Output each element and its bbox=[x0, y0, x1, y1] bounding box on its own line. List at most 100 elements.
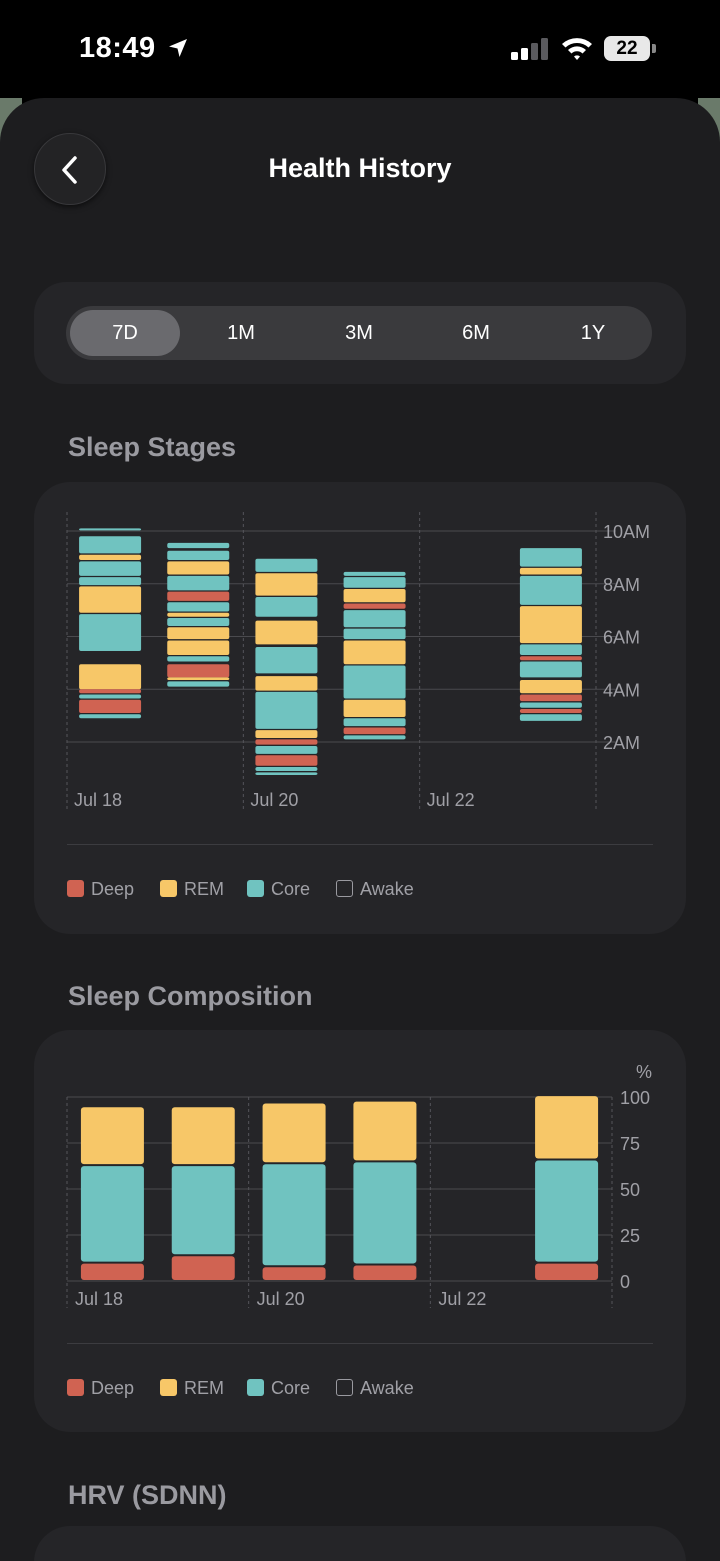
y-tick-label: 4AM bbox=[603, 680, 640, 700]
sleep-segment-core bbox=[255, 745, 318, 754]
sleep-composition-title: Sleep Composition bbox=[68, 981, 313, 1011]
sleep-segment-rem bbox=[519, 567, 582, 575]
sleep-segment-core bbox=[519, 661, 582, 678]
composition-segment-rem bbox=[535, 1096, 599, 1159]
sleep-segment-rem bbox=[343, 699, 406, 717]
sleep-segment-deep bbox=[519, 656, 582, 661]
sleep-segment-core bbox=[79, 714, 142, 719]
battery-icon: 22 bbox=[604, 36, 656, 61]
sleep-segment-core bbox=[343, 571, 406, 576]
sleep-segment-rem bbox=[79, 586, 142, 613]
sleep-segment-deep bbox=[167, 591, 230, 601]
composition-segment-deep bbox=[535, 1263, 599, 1280]
sleep-segment-core bbox=[255, 596, 318, 617]
x-tick-label: Jul 22 bbox=[438, 1289, 486, 1309]
sleep-segment-rem bbox=[343, 589, 406, 603]
composition-segment-core bbox=[353, 1162, 417, 1264]
sleep-segment-rem bbox=[167, 627, 230, 640]
sleep-segment-core bbox=[167, 656, 230, 662]
range-selector-card: 7D 1M 3M 6M 1Y bbox=[34, 282, 686, 384]
sleep-segment-core bbox=[519, 702, 582, 708]
sleep-segment-core bbox=[343, 628, 406, 640]
sleep-segment-core bbox=[343, 610, 406, 628]
sleep-segment-rem bbox=[519, 680, 582, 694]
composition-segment-rem bbox=[262, 1103, 326, 1163]
range-selector: 7D 1M 3M 6M 1Y bbox=[66, 306, 652, 360]
status-bar: 18:49 22 bbox=[0, 0, 720, 98]
sleep-segment-core bbox=[255, 558, 318, 572]
y-tick-label: 8AM bbox=[603, 575, 640, 595]
tab-1y[interactable]: 1Y bbox=[580, 322, 606, 344]
y-tick-label: 25 bbox=[620, 1226, 640, 1246]
tab-6m[interactable]: 6M bbox=[462, 322, 490, 344]
sleep-segment-deep bbox=[167, 664, 230, 678]
sleep-composition-chart[interactable]: 100 75 50 25 0% Jul 18 Jul 20 Jul 22 bbox=[34, 1030, 686, 1342]
composition-segment-deep bbox=[353, 1265, 417, 1280]
sleep-segment-core bbox=[79, 694, 142, 699]
y-axis-unit: % bbox=[636, 1062, 652, 1082]
y-tick-label: 50 bbox=[620, 1180, 640, 1200]
composition-segment-core bbox=[171, 1166, 235, 1255]
sleep-segment-core bbox=[79, 614, 142, 652]
sleep-segment-core bbox=[167, 602, 230, 612]
sleep-stages-plot: 10AM 8AM 6AM 4AM 2AM Jul 18 Jul 20 Jul 22 bbox=[66, 512, 650, 812]
y-tick-label: 0 bbox=[620, 1272, 630, 1292]
composition-segment-core bbox=[535, 1160, 599, 1262]
composition-segment-deep bbox=[171, 1256, 235, 1280]
tab-1m[interactable]: 1M bbox=[227, 322, 255, 344]
sleep-segment-core bbox=[255, 647, 318, 674]
x-tick-label: Jul 20 bbox=[250, 790, 298, 810]
x-tick-label: Jul 20 bbox=[257, 1289, 305, 1309]
sleep-segment-deep bbox=[79, 699, 142, 713]
sleep-segment-core bbox=[255, 772, 318, 775]
sleep-segment-core bbox=[519, 548, 582, 567]
sleep-segment-rem bbox=[519, 606, 582, 644]
tab-3m[interactable]: 3M bbox=[345, 322, 373, 344]
sleep-segment-core bbox=[519, 575, 582, 605]
sleep-segment-core bbox=[79, 536, 142, 554]
sleep-segment-rem bbox=[167, 561, 230, 575]
sleep-segment-core bbox=[167, 542, 230, 549]
sleep-segment-core bbox=[167, 618, 230, 626]
back-button[interactable] bbox=[34, 133, 106, 205]
y-tick-label: 10AM bbox=[603, 522, 650, 542]
sleep-stages-title: Sleep Stages bbox=[68, 432, 237, 462]
battery-level: 22 bbox=[616, 38, 638, 59]
sleep-segment-deep bbox=[343, 603, 406, 609]
composition-segment-rem bbox=[80, 1107, 144, 1165]
sleep-segment-core bbox=[167, 550, 230, 561]
sleep-stages-chart[interactable]: 10AM 8AM 6AM 4AM 2AM Jul 18 Jul 20 Jul 22 bbox=[34, 482, 686, 842]
hrv-card bbox=[34, 1526, 686, 1561]
y-tick-label: 75 bbox=[620, 1134, 640, 1154]
cellular-signal-icon bbox=[511, 38, 548, 60]
x-tick-label: Jul 18 bbox=[75, 1289, 123, 1309]
sleep-segment-rem bbox=[255, 573, 318, 596]
sleep-segment-core bbox=[519, 714, 582, 721]
sleep-segment-core bbox=[255, 767, 318, 772]
sleep-segment-core bbox=[343, 718, 406, 727]
sleep-segment-deep bbox=[343, 727, 406, 735]
x-tick-label: Jul 18 bbox=[74, 790, 122, 810]
sleep-segment-rem bbox=[255, 620, 318, 645]
health-history-sheet: Health History 7D 1M 3M 6M 1Y Sleep Stag… bbox=[0, 98, 720, 1561]
sleep-segment-deep bbox=[255, 755, 318, 766]
sleep-segment-core bbox=[343, 665, 406, 699]
sleep-segment-rem bbox=[343, 640, 406, 665]
sleep-segment-core bbox=[343, 735, 406, 740]
sleep-segment-deep bbox=[79, 689, 142, 694]
sleep-stages-card: 10AM 8AM 6AM 4AM 2AM Jul 18 Jul 20 Jul 22 Deep … bbox=[34, 482, 686, 934]
sleep-segment-core bbox=[167, 681, 230, 687]
sleep-segment-deep bbox=[519, 694, 582, 702]
tab-7d[interactable]: 7D bbox=[70, 310, 180, 356]
sleep-segment-rem bbox=[255, 676, 318, 691]
composition-segment-rem bbox=[353, 1101, 417, 1161]
sleep-composition-card: 100 75 50 25 0% Jul 18 Jul 20 Jul 22 Deep REM C… bbox=[34, 1030, 686, 1432]
x-tick-label: Jul 22 bbox=[427, 790, 475, 810]
sleep-segment-deep bbox=[255, 739, 318, 745]
sleep-segment-rem bbox=[167, 677, 230, 681]
location-arrow-icon bbox=[169, 39, 187, 57]
sleep-segment-core bbox=[519, 644, 582, 655]
sleep-segment-core bbox=[343, 577, 406, 588]
sleep-segment-rem bbox=[79, 554, 142, 561]
sleep-segment-deep bbox=[519, 709, 582, 713]
